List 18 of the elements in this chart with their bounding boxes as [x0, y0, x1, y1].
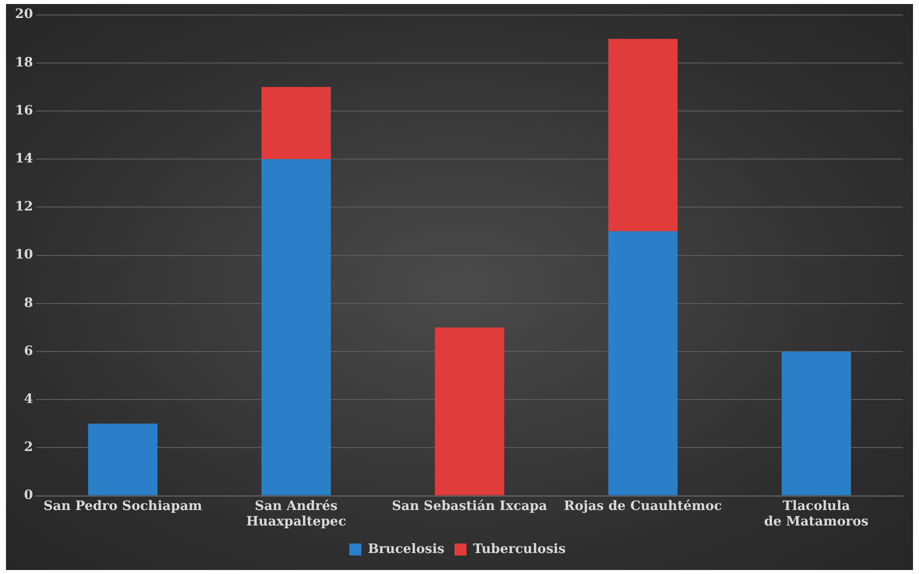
- y-tick-label: 0: [24, 488, 34, 504]
- x-tick-label: San Pedro Sochiapam: [43, 498, 202, 514]
- y-tick-label: 16: [14, 103, 34, 118]
- y-tick-label: 14: [14, 151, 34, 166]
- legend-label: Tuberculosis: [472, 542, 566, 557]
- y-tick-label: 2: [24, 440, 34, 456]
- y-tick-label: 4: [24, 392, 34, 407]
- x-tick-label: San Sebastián Ixcapa: [392, 498, 548, 514]
- y-tick-label: 12: [14, 200, 34, 215]
- x-tick-label: Rojas de Cuauhtémoc: [564, 498, 722, 514]
- x-tick-label: Tlacolula de Matamoros: [764, 498, 869, 530]
- x-tick-label: San Andrés Huaxpaltepec: [246, 498, 346, 530]
- y-tick-label: 8: [24, 296, 34, 311]
- y-tick-label: 10: [14, 248, 34, 263]
- legend-label: Brucelosis: [368, 542, 444, 557]
- y-tick-label: 20: [14, 7, 34, 22]
- y-tick-label: 6: [24, 344, 34, 359]
- y-tick-label: 18: [14, 55, 34, 70]
